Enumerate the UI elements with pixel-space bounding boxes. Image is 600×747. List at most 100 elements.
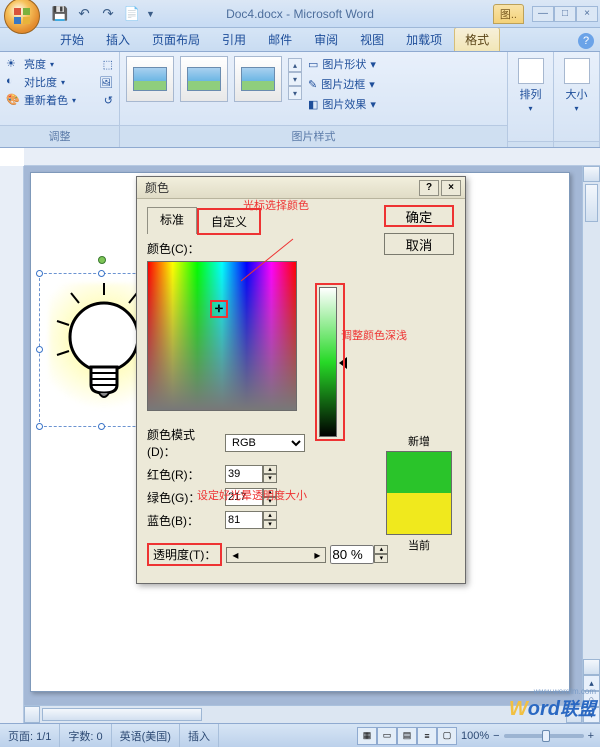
annotation-cursor: 光标选择颜色 (243, 197, 309, 213)
dialog-help-button[interactable]: ? (419, 180, 439, 196)
scroll-down-button[interactable] (583, 659, 600, 675)
minimize-button[interactable]: — (532, 6, 554, 22)
view-outline-button[interactable]: ≡ (417, 727, 437, 745)
rotation-handle[interactable] (98, 256, 106, 264)
new-label: 新增 (408, 431, 430, 451)
new-color-swatch (387, 452, 451, 493)
zoom-in-button[interactable]: + (588, 730, 594, 742)
watermark: Word联盟 www.wordlm.com (509, 695, 596, 721)
picture-border-button[interactable]: ✎图片边框 ▾ (308, 76, 376, 92)
ok-button[interactable]: 确定 (384, 205, 454, 227)
gallery-more-button[interactable]: ▾ (288, 86, 302, 100)
contrast-button[interactable]: ◐对比度 ▾🖼 (6, 74, 113, 90)
tab-format[interactable]: 格式 (454, 27, 500, 51)
resize-handle[interactable] (36, 346, 43, 353)
luminance-highlight (315, 283, 345, 441)
color-mode-select[interactable]: RGB (225, 434, 305, 452)
horizontal-ruler (24, 148, 600, 166)
tab-layout[interactable]: 页面布局 (142, 28, 210, 51)
view-print-button[interactable]: ▦ (357, 727, 377, 745)
status-insert-mode[interactable]: 插入 (180, 724, 219, 747)
horizontal-scrollbar[interactable] (24, 705, 582, 723)
spin-down-button[interactable]: ▾ (263, 474, 277, 483)
mode-label: 颜色模式(D)： (147, 426, 221, 460)
style-thumb[interactable] (234, 56, 282, 102)
tab-addins[interactable]: 加载项 (396, 28, 452, 51)
view-full-button[interactable]: ▭ (377, 727, 397, 745)
qat-dropdown-icon[interactable]: ▼ (146, 9, 155, 19)
transparency-slider[interactable]: ◂ ▸ (226, 547, 326, 563)
tab-home[interactable]: 开始 (50, 28, 94, 51)
size-button[interactable]: 大小▾ (560, 56, 593, 115)
view-web-button[interactable]: ▤ (397, 727, 417, 745)
blue-input[interactable] (225, 511, 263, 529)
ribbon: ☀亮度 ▾⬚ ◐对比度 ▾🖼 🎨重新着色 ▾↺ 调整 ▴ ▾ ▾ ▭图片形状 ▾… (0, 52, 600, 148)
reset-pic-icon[interactable]: ↺ (104, 94, 113, 107)
scroll-left-button[interactable] (24, 706, 40, 723)
tab-review[interactable]: 审阅 (304, 28, 348, 51)
transparency-input[interactable] (330, 545, 374, 564)
current-color-swatch (387, 493, 451, 534)
scroll-thumb[interactable] (585, 184, 598, 222)
maximize-button[interactable]: □ (554, 6, 576, 22)
picture-styles-gallery[interactable]: ▴ ▾ ▾ (126, 56, 302, 102)
zoom-slider[interactable] (504, 734, 584, 738)
picture-effect-button[interactable]: ◧图片效果 ▾ (308, 96, 376, 112)
brightness-button[interactable]: ☀亮度 ▾⬚ (6, 56, 113, 72)
color-cursor[interactable]: ✛ (210, 300, 228, 318)
resize-handle[interactable] (36, 423, 43, 430)
qat-undo-button[interactable]: ↶ (74, 4, 94, 24)
status-language[interactable]: 英语(美国) (112, 724, 180, 747)
red-input[interactable] (225, 465, 263, 483)
qat-open-button[interactable]: 📄 (122, 4, 142, 24)
current-label: 当前 (408, 535, 430, 555)
tab-references[interactable]: 引用 (212, 28, 256, 51)
gallery-down-button[interactable]: ▾ (288, 72, 302, 86)
zoom-value[interactable]: 100% (461, 730, 489, 742)
gallery-up-button[interactable]: ▴ (288, 58, 302, 72)
dialog-close-button[interactable]: × (441, 180, 461, 196)
resize-handle[interactable] (98, 423, 105, 430)
red-label: 红色(R)： (147, 466, 221, 483)
office-button[interactable] (4, 0, 40, 34)
style-thumb[interactable] (126, 56, 174, 102)
resize-handle[interactable] (98, 270, 105, 277)
dialog-titlebar[interactable]: 颜色 ? × (137, 177, 465, 199)
status-words[interactable]: 字数: 0 (60, 724, 111, 747)
color-field[interactable]: ✛ (147, 261, 297, 411)
group-styles-label: 图片样式 (120, 125, 507, 147)
scroll-thumb[interactable] (42, 708, 202, 721)
view-draft-button[interactable]: ▢ (437, 727, 457, 745)
zoom-out-button[interactable]: − (493, 730, 499, 742)
shape-icon: ▭ (308, 58, 318, 71)
arrange-button[interactable]: 排列▾ (514, 56, 547, 115)
resize-handle[interactable] (36, 270, 43, 277)
slider-left-icon[interactable]: ◂ (229, 548, 241, 562)
color-preview (386, 451, 452, 535)
cancel-button[interactable]: 取消 (384, 233, 454, 255)
tab-mailings[interactable]: 邮件 (258, 28, 302, 51)
help-icon[interactable]: ? (578, 33, 594, 49)
qat-redo-button[interactable]: ↷ (98, 4, 118, 24)
spin-up-button[interactable]: ▴ (263, 511, 277, 520)
spin-up-button[interactable]: ▴ (263, 465, 277, 474)
tab-standard[interactable]: 标准 (147, 207, 197, 234)
qat-save-button[interactable]: 💾 (50, 4, 70, 24)
recolor-button[interactable]: 🎨重新着色 ▾↺ (6, 92, 113, 108)
style-thumb[interactable] (180, 56, 228, 102)
scroll-up-button[interactable] (583, 166, 600, 182)
close-button[interactable]: × (576, 6, 598, 22)
vertical-scrollbar[interactable]: ▴ ○ ▾ (582, 166, 600, 723)
change-pic-icon[interactable]: 🖼 (99, 76, 113, 89)
slider-right-icon[interactable]: ▸ (311, 548, 323, 562)
status-page[interactable]: 页面: 1/1 (0, 724, 60, 747)
spin-down-button[interactable]: ▾ (374, 554, 388, 563)
transparency-label: 透明度(T)： (147, 543, 222, 566)
compress-icon[interactable]: ⬚ (103, 58, 113, 71)
tab-view[interactable]: 视图 (350, 28, 394, 51)
tab-insert[interactable]: 插入 (96, 28, 140, 51)
zoom-knob[interactable] (542, 730, 550, 742)
dialog-title: 颜色 (145, 179, 169, 196)
spin-down-button[interactable]: ▾ (263, 520, 277, 529)
picture-shape-button[interactable]: ▭图片形状 ▾ (308, 56, 376, 72)
